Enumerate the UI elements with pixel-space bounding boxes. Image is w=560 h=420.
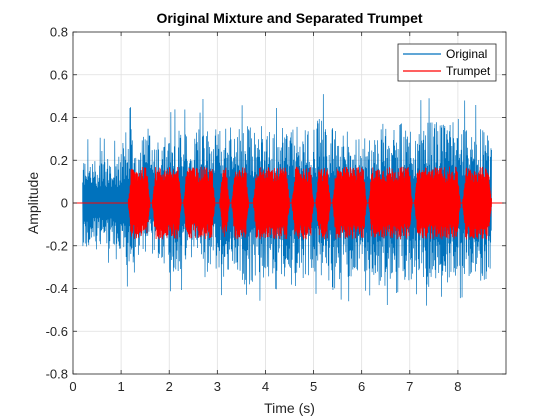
series-trumpet bbox=[73, 166, 504, 240]
legend-label-original: Original bbox=[446, 47, 487, 61]
y-tick-label: 0.4 bbox=[50, 110, 68, 125]
y-tick-label: 0.2 bbox=[50, 153, 68, 168]
legend: Original Trumpet bbox=[397, 43, 497, 82]
x-tick-label: 0 bbox=[69, 379, 76, 394]
legend-label-trumpet: Trumpet bbox=[446, 64, 491, 78]
y-tick-label: 0 bbox=[61, 196, 68, 211]
y-tick-label: 0.8 bbox=[50, 25, 68, 40]
x-tick-label: 3 bbox=[214, 379, 221, 394]
x-tick-label: 2 bbox=[166, 379, 173, 394]
chart-title: Original Mixture and Separated Trumpet bbox=[156, 10, 422, 26]
y-tick-label: -0.8 bbox=[46, 367, 68, 382]
x-tick-label: 7 bbox=[406, 379, 413, 394]
y-tick-label: 0.6 bbox=[50, 67, 68, 82]
series-layer bbox=[73, 94, 504, 306]
y-tick-label: -0.2 bbox=[46, 238, 68, 253]
ticks: 0 1 2 3 4 5 6 7 8 -0.8 -0.6 -0.4 -0.2 0 0.2 0.4 0.6 0.8 bbox=[46, 25, 506, 394]
y-tick-label: -0.4 bbox=[46, 281, 68, 296]
x-tick-label: 4 bbox=[262, 379, 269, 394]
legend-box bbox=[397, 43, 497, 82]
series-trumpet-line bbox=[127, 166, 492, 240]
x-tick-label: 5 bbox=[310, 379, 317, 394]
y-tick-label: -0.6 bbox=[46, 324, 68, 339]
y-axis-label: Amplitude bbox=[25, 172, 41, 234]
x-axis-label: Time (s) bbox=[264, 400, 315, 416]
x-tick-label: 1 bbox=[117, 379, 124, 394]
x-tick-label: 6 bbox=[358, 379, 365, 394]
x-tick-label: 8 bbox=[454, 379, 461, 394]
